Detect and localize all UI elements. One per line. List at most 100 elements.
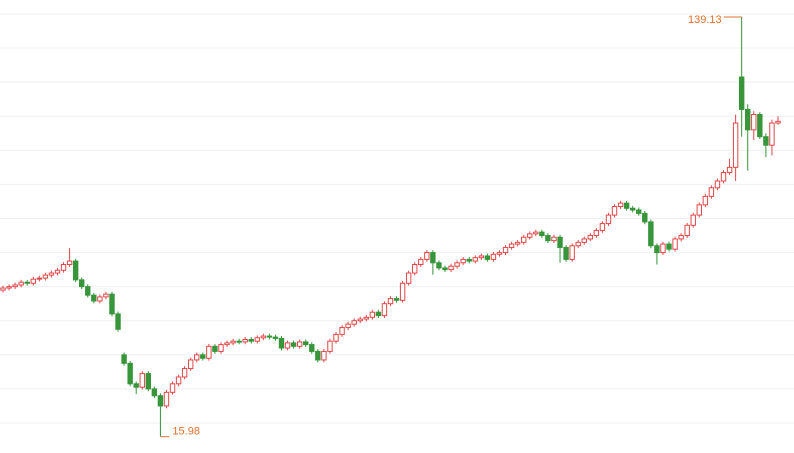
candle-body: [666, 243, 672, 250]
candle-body: [496, 252, 503, 255]
candle-body: [175, 376, 182, 385]
candle-body: [678, 235, 684, 240]
candle-body: [636, 209, 642, 214]
candle-body: [133, 383, 139, 388]
candle-body: [91, 294, 97, 302]
candle-body: [290, 342, 297, 347]
candle-body: [127, 362, 133, 385]
candle-body: [726, 166, 733, 173]
candle-body: [599, 223, 606, 231]
candle-body: [757, 114, 763, 138]
candle-body: [490, 253, 497, 260]
candle-body: [103, 293, 109, 298]
candle-body: [194, 354, 200, 361]
candle-body: [460, 258, 466, 264]
candle-body: [478, 255, 485, 259]
candle-body: [36, 277, 43, 280]
candle-body: [448, 265, 454, 271]
candle-body: [557, 236, 563, 248]
candle-body: [24, 281, 30, 284]
candle-body: [466, 258, 472, 262]
candle-body: [514, 241, 521, 245]
candle-body: [714, 180, 721, 189]
max-label: 139.13: [688, 14, 722, 26]
candle-body: [72, 260, 79, 281]
candle-body: [629, 207, 636, 211]
candle-body: [345, 323, 351, 329]
candle-body: [708, 187, 715, 197]
candle-body: [230, 340, 236, 344]
candle-body: [405, 272, 412, 284]
candle-body: [296, 341, 303, 347]
candle-body: [623, 202, 630, 209]
candle-body: [684, 224, 690, 237]
candle-body: [424, 252, 430, 260]
candle-body: [545, 235, 551, 242]
candle-body: [42, 274, 49, 279]
candle-body: [212, 345, 218, 352]
candle-body: [169, 383, 176, 393]
candle-body: [0, 287, 6, 291]
candle-body: [284, 342, 291, 349]
candle-body: [654, 245, 660, 254]
candle-body: [672, 238, 678, 250]
candle-body: [18, 281, 24, 286]
candle-body: [738, 76, 745, 110]
candle-body: [206, 345, 212, 359]
candle-body: [157, 395, 164, 407]
candle-body: [333, 333, 339, 342]
candle-body: [151, 388, 158, 397]
candle-body: [551, 236, 557, 242]
candle-body: [611, 206, 618, 216]
candle-body: [309, 344, 315, 352]
candle-body: [575, 241, 581, 247]
candle-body: [527, 233, 533, 238]
candle-body: [563, 246, 569, 260]
candle-body: [303, 341, 309, 346]
candle-body: [6, 286, 12, 289]
candle-body: [751, 114, 757, 131]
candle-body: [327, 340, 333, 352]
candle-body: [642, 212, 648, 223]
candle-body: [363, 316, 369, 320]
candle-body: [200, 354, 206, 359]
candle-body: [732, 122, 739, 168]
candle-body: [315, 350, 321, 361]
candle-body: [181, 367, 188, 378]
candle-body: [248, 338, 254, 342]
candle-body: [351, 320, 357, 325]
candle-body: [412, 264, 418, 274]
candle-body: [85, 286, 91, 296]
candle-body: [321, 350, 327, 361]
candle-body: [605, 214, 612, 225]
candle-body: [66, 260, 73, 266]
candle-body: [121, 354, 127, 364]
candle-body: [763, 136, 769, 146]
candle-body: [539, 231, 545, 237]
candle-body: [357, 318, 363, 322]
candle-body: [484, 255, 491, 260]
candle-body: [454, 262, 460, 267]
candle-body: [12, 284, 18, 288]
candle-body: [696, 204, 702, 216]
candle-body: [115, 313, 121, 330]
candle-body: [48, 272, 55, 276]
candle-body: [278, 337, 285, 349]
candle-body: [266, 335, 273, 338]
candle-body: [702, 195, 709, 206]
candle-body: [242, 338, 248, 343]
candle-body: [97, 296, 103, 302]
candle-body: [569, 245, 575, 260]
candle-body: [218, 344, 224, 352]
candle-body: [187, 359, 194, 369]
candle-body: [521, 236, 527, 243]
candle-body: [775, 120, 781, 124]
candle-body: [720, 171, 727, 182]
candle-body: [30, 278, 36, 284]
candle-body: [224, 342, 230, 346]
candle-body: [54, 269, 61, 274]
candle-body: [648, 221, 654, 247]
candle-body: [436, 262, 442, 269]
candle-body: [418, 258, 424, 266]
